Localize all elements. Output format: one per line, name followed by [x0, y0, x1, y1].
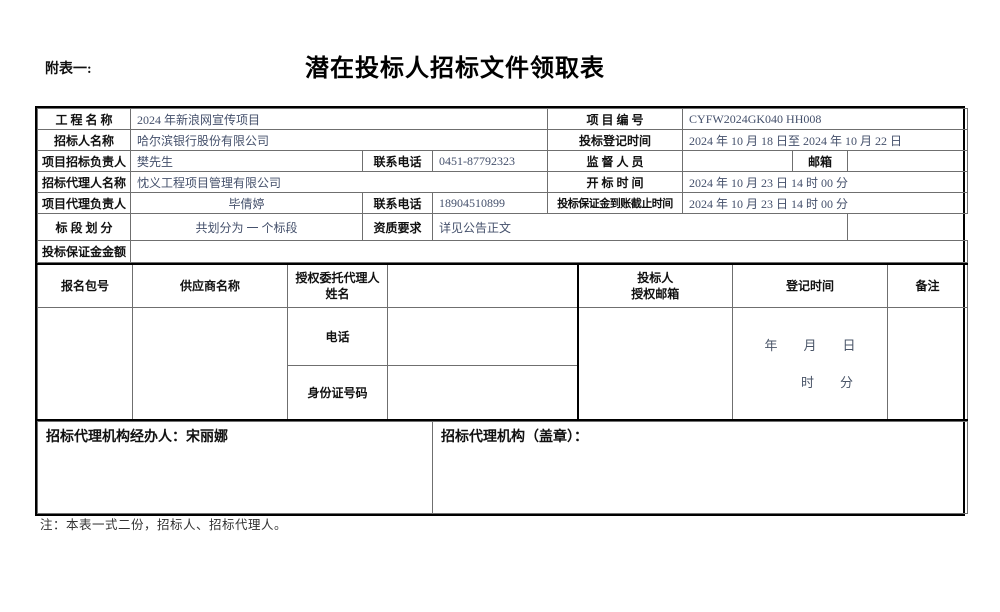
section-division-label: 标 段 划 分 [37, 213, 131, 241]
agency-seal-cell: 招标代理机构（盖章）： [432, 421, 968, 514]
bid-registration-time-value: 2024 年 10 月 18 日至 2024 年 10 月 22 日 [682, 129, 969, 151]
deposit-deadline-label: 投标保证金到账截止时间 [547, 192, 684, 214]
table-row: 项目代理负责人 毕倩婷 联系电话 18904510899 投标保证金到账截止时间… [37, 192, 969, 214]
registration-body-row-2: 身份证号码 [38, 364, 968, 421]
contact-phone-label-2: 联系电话 [362, 192, 433, 214]
registration-time-clock-placeholder: 时 分 [800, 375, 853, 391]
page-title: 潜在投标人招标文件领取表 [305, 56, 605, 82]
header-authorized-agent-line2: 姓名 [325, 286, 350, 301]
deposit-amount-label: 投标保证金金额 [37, 240, 131, 263]
agency-handler-cell: 招标代理机构经办人：宋丽娜 [37, 421, 433, 514]
project-no-label: 项 目 编 号 [547, 108, 684, 130]
bidder-name-label: 招标人名称 [37, 129, 131, 151]
qualification-label: 资质要求 [362, 213, 433, 241]
header-bidder-email-line1: 投标人 [637, 270, 674, 285]
email-label: 邮箱 [792, 150, 849, 172]
header-blank [387, 263, 578, 308]
bid-registration-time-label: 投标登记时间 [547, 129, 684, 151]
cell-package-no [37, 306, 133, 421]
agency-manager-value: 毕倩婷 [130, 192, 363, 214]
agency-name-value: 忱义工程项目管理有限公司 [129, 171, 549, 193]
table-row: 项目招标负责人 樊先生 联系电话 0451-87792323 监 督 人 员 邮… [37, 150, 969, 172]
header-registration-time: 登记时间 [732, 263, 888, 308]
signature-table: 招标代理机构经办人：宋丽娜 招标代理机构（盖章）： [37, 421, 968, 514]
registration-body-row-1: 电话 年 月 日 时 分 [37, 306, 968, 421]
email-value [847, 150, 969, 172]
contact-phone-value-2: 18904510899 [431, 192, 549, 214]
cell-remark [887, 306, 968, 421]
bid-manager-value: 樊先生 [130, 150, 363, 172]
bidder-name-value: 哈尔滨银行股份有限公司 [129, 129, 549, 151]
contact-phone-label-1: 联系电话 [362, 150, 433, 172]
header-supplier-name: 供应商名称 [132, 263, 288, 308]
agency-name-label: 招标代理人名称 [37, 171, 131, 193]
section-division-value: 共划分为 一 个标段 [130, 213, 363, 241]
info-table: 工 程 名 称 2024 年新浪网宣传项目 项 目 编 号 CYFW2024GK… [37, 108, 969, 263]
registration-time-date-placeholder: 年 月 日 [764, 338, 856, 354]
table-row: 招标代理人名称 忱义工程项目管理有限公司 开 标 时 间 2024 年 10 月… [37, 171, 969, 193]
deposit-amount-value [129, 240, 969, 263]
table-row: 工 程 名 称 2024 年新浪网宣传项目 项 目 编 号 CYFW2024GK… [37, 108, 969, 130]
footnote: 注：本表一式二份，招标人、招标代理人。 [40, 518, 288, 532]
bid-opening-time-label: 开 标 时 间 [547, 171, 684, 193]
registration-table: 报名包号 供应商名称 授权委托代理人 姓名 投标人 授权邮箱 登记时间 备注 电… [37, 263, 968, 421]
header-bidder-email: 投标人 授权邮箱 [576, 263, 733, 308]
project-name-label: 工 程 名 称 [37, 108, 131, 130]
form-table: 工 程 名 称 2024 年新浪网宣传项目 项 目 编 号 CYFW2024GK… [35, 106, 969, 516]
signature-row: 招标代理机构经办人：宋丽娜 招标代理机构（盖章）： [37, 421, 968, 514]
supervisor-label: 监 督 人 员 [547, 150, 684, 172]
qualification-value: 详见公告正文 [431, 213, 849, 241]
cell-phone-value [387, 306, 578, 366]
cell-id-number-value [387, 364, 578, 421]
header-bidder-email-line2: 授权邮箱 [631, 286, 680, 301]
cell-bidder-email [576, 306, 733, 421]
agency-manager-label: 项目代理负责人 [37, 192, 131, 214]
table-row: 招标人名称 哈尔滨银行股份有限公司 投标登记时间 2024 年 10 月 18 … [37, 129, 969, 151]
table-row: 标 段 划 分 共划分为 一 个标段 资质要求 详见公告正文 [37, 213, 968, 241]
bid-manager-label: 项目招标负责人 [37, 150, 131, 172]
cell-registration-time: 年 月 日 时 分 [732, 306, 888, 421]
header-authorized-agent-line1: 授权委托代理人 [295, 270, 380, 285]
contact-phone-value-1: 0451-87792323 [431, 150, 549, 172]
supervisor-value [682, 150, 794, 172]
header-package-no: 报名包号 [37, 263, 133, 308]
bid-opening-time-value: 2024 年 10 月 23 日 14 时 00 分 [682, 171, 969, 193]
cell-phone-label: 电话 [287, 306, 388, 366]
header-authorized-agent: 授权委托代理人 姓名 [287, 263, 388, 308]
project-no-value: CYFW2024GK040 HH008 [682, 108, 969, 130]
cell-supplier-name [132, 306, 288, 421]
header-remark: 备注 [887, 263, 968, 308]
table-row: 投标保证金金额 [37, 240, 969, 263]
deposit-deadline-value: 2024 年 10 月 23 日 14 时 00 分 [682, 192, 969, 214]
cell-id-number-label: 身份证号码 [287, 364, 388, 421]
project-name-value: 2024 年新浪网宣传项目 [129, 108, 549, 130]
attachment-label: 附表一: [45, 62, 92, 77]
registration-header-row: 报名包号 供应商名称 授权委托代理人 姓名 投标人 授权邮箱 登记时间 备注 [37, 263, 968, 308]
